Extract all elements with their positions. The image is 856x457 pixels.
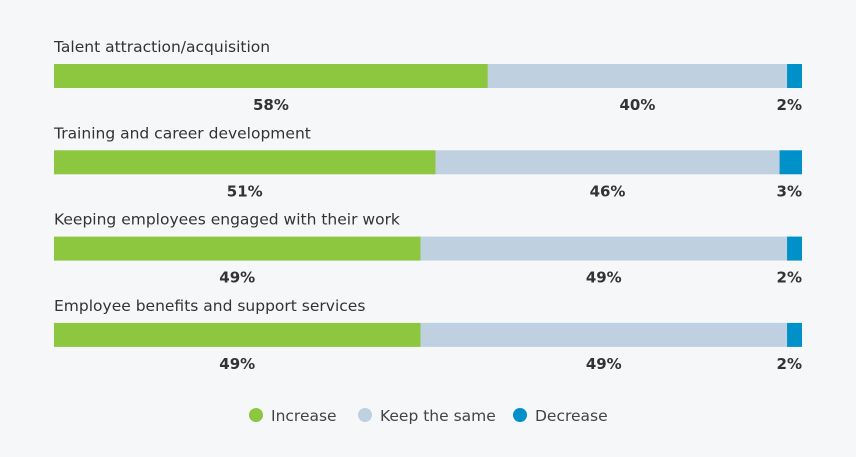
data-label: 58% [253,96,289,114]
data-label: 49% [586,355,622,373]
legend-marker [249,408,263,422]
bar-segment-decrease [779,150,802,175]
data-label: 40% [619,96,655,114]
data-label: 49% [586,269,622,287]
bar-segment-keep-the-same [420,322,788,347]
legend-label: Keep the same [380,407,496,425]
category-label: Talent attraction/acquisition [53,38,270,56]
bar-segment-decrease [787,64,802,88]
bar-segment-keep-the-same [420,236,788,261]
category-label: Keeping employees engaged with their wor… [54,211,400,229]
data-label: 2% [777,355,802,373]
data-label: 51% [227,182,263,200]
bar-segment-increase [54,236,421,261]
bar-segment-increase [54,322,421,347]
legend-label: Increase [271,407,337,425]
data-label: 49% [219,269,255,287]
bar-segment-increase [54,150,436,175]
bar-segment-increase [54,64,488,88]
bar-segment-decrease [787,322,802,347]
category-label: Training and career development [53,124,311,142]
legend-label: Decrease [535,407,608,425]
legend-marker [358,408,372,422]
data-label: 2% [777,96,802,114]
legend-marker [513,408,527,422]
bar-segment-keep-the-same [487,64,788,88]
data-label: 46% [590,182,626,200]
data-label: 49% [219,355,255,373]
bar-segment-decrease [787,236,802,261]
data-label: 2% [777,269,802,287]
category-label: Employee benefits and support services [54,297,365,315]
data-label: 3% [777,182,802,200]
bar-segment-keep-the-same [435,150,780,175]
